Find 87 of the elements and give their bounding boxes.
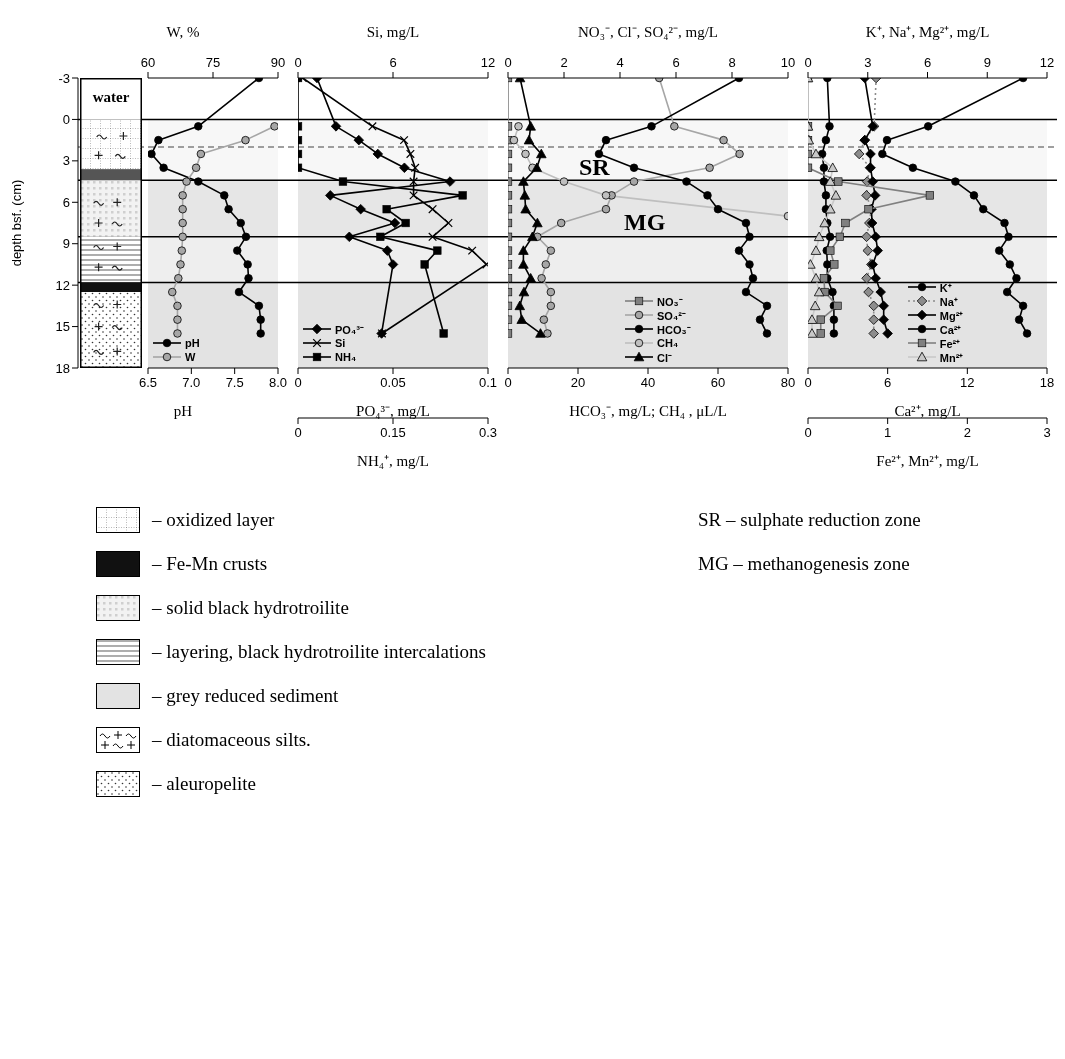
y-tick-label: 15 — [55, 319, 70, 335]
x-axis-title: pH — [173, 403, 193, 419]
x2-tick-label: 10 — [780, 55, 796, 70]
x-tick-label: 18 — [1039, 375, 1055, 390]
x-tick-label: 0 — [804, 375, 812, 390]
x-axis-title: Ca²⁺, mg/L — [894, 403, 961, 419]
text: – Fe-Mn crusts — [152, 553, 268, 575]
x-tick-label: 0 — [294, 375, 302, 390]
x2-tick-label: 3 — [864, 55, 872, 70]
x2-tick-label: 6 — [389, 55, 397, 70]
x2-axis-title: W, % — [166, 23, 200, 40]
legend-label: HCO₃⁻ — [657, 322, 691, 337]
x2-tick-label: 60 — [140, 55, 156, 70]
legend-label: W — [185, 351, 196, 363]
x2-axis-title: NO₃⁻, Cl⁻, SO₄²⁻, mg/L — [578, 23, 718, 40]
x-tick-label: 12 — [960, 375, 975, 390]
text: – layering, black hydrotroilite intercalations — [152, 641, 486, 663]
x-tick-label: 8.0 — [268, 375, 288, 390]
x2-tick-label: 12 — [480, 55, 496, 70]
x2-tick-label: 8 — [728, 55, 736, 70]
x-tick-label: 0.15 — [380, 425, 406, 440]
text: – grey reduced sediment — [152, 685, 339, 707]
y-tick-label: 18 — [55, 360, 70, 376]
y-tick-label: 3 — [62, 153, 70, 169]
x-tick-label: 7.5 — [225, 375, 244, 390]
y-tick-label: 12 — [55, 277, 70, 293]
y-tick-label: 0 — [62, 112, 70, 128]
x-tick-label: 40 — [640, 375, 656, 390]
text: water — [91, 88, 131, 106]
x2-tick-label: 9 — [983, 55, 991, 70]
annotation: MG — [624, 209, 666, 236]
x-tick-label: 0 — [804, 425, 812, 440]
x-tick-label: 0 — [504, 375, 512, 390]
x2-tick-label: 75 — [205, 55, 221, 70]
x-tick-label: 80 — [780, 375, 796, 390]
x2-tick-label: 0 — [504, 55, 512, 70]
legend-label: NO₃⁻ — [657, 294, 683, 309]
text: – diatomaceous silts. — [152, 729, 311, 751]
legend-label: PO₄³⁻ — [335, 322, 364, 337]
legend-label: K⁺ — [939, 280, 952, 295]
legend-label: Mg²⁺ — [939, 308, 964, 323]
y-tick-label: 6 — [62, 194, 70, 210]
x-tick-label: 20 — [570, 375, 586, 390]
legend-label: CH₄ — [657, 337, 679, 349]
y-tick-label: 9 — [62, 236, 70, 252]
x2-tick-label: 0 — [804, 55, 812, 70]
text: – aleuropelite — [152, 773, 256, 795]
text: – solid black hydrotroilite — [152, 597, 349, 619]
y-axis-title: depth bsf. (cm) — [8, 179, 24, 267]
legend-label: Cl⁻ — [657, 350, 672, 365]
legend-label: NH₄ — [335, 351, 357, 363]
x2-tick-label: 6 — [672, 55, 680, 70]
text: – oxidized layer — [152, 509, 275, 531]
x2-axis-title: Si, mg/L — [366, 23, 420, 40]
x-tick-label: 0.1 — [478, 375, 498, 390]
x2-tick-label: 90 — [270, 55, 286, 70]
text: MG – methanogenesis zone — [698, 553, 910, 575]
x-tick-label: 0.05 — [380, 375, 406, 390]
x-axis-title: NH₄⁺, mg/L — [357, 453, 429, 469]
annotation: SR — [579, 154, 610, 181]
x-axis-title: HCO₃⁻, mg/L; CH₄ , μL/L — [569, 403, 727, 419]
x2-tick-label: 4 — [616, 55, 624, 70]
x-axis-title: Fe²⁺, Mn²⁺, mg/L — [876, 453, 979, 469]
x-axis-title: PO₄³⁻, mg/L — [356, 403, 430, 419]
x2-tick-label: 6 — [923, 55, 932, 70]
legend-label: Si — [335, 337, 346, 349]
x2-tick-label: 12 — [1039, 55, 1055, 70]
x-tick-label: 7.0 — [182, 375, 201, 390]
x-tick-label: 3 — [1043, 425, 1051, 440]
x-tick-label: 2 — [963, 425, 971, 440]
text: SR – sulphate reduction zone — [698, 509, 921, 531]
x2-tick-label: 0 — [294, 55, 302, 70]
y-tick-label: -3 — [58, 70, 70, 86]
x-tick-label: 6.5 — [138, 375, 158, 390]
legend-label: Na⁺ — [939, 294, 958, 309]
x2-tick-label: 2 — [560, 55, 568, 70]
x-tick-label: 0 — [294, 425, 302, 440]
x-tick-label: 60 — [710, 375, 726, 390]
legend-label: pH — [185, 337, 200, 349]
x-tick-label: 1 — [884, 425, 892, 440]
legend-label: Mn²⁺ — [939, 350, 964, 365]
x2-axis-title: K⁺, Na⁺, Mg²⁺, mg/L — [865, 23, 990, 40]
legend-label: Fe²⁺ — [939, 336, 961, 351]
legend-label: Ca²⁺ — [939, 322, 962, 337]
x-tick-label: 0.3 — [478, 425, 498, 440]
x-tick-label: 6 — [884, 375, 892, 390]
legend-label: SO₄²⁻ — [657, 308, 686, 323]
